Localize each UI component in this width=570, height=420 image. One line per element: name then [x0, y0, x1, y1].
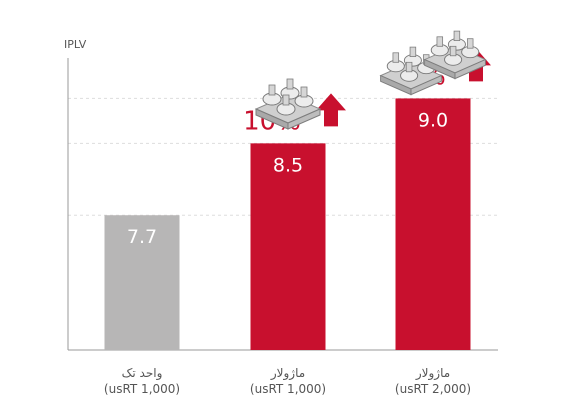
category-label: ماژولار — [270, 366, 305, 381]
category-label: ماژولار — [415, 366, 450, 381]
chiller-unit-1-module-image — [254, 78, 322, 130]
bars — [104, 98, 471, 350]
bar-value-label: 9.0 — [418, 109, 448, 131]
category-capacity-label: (usRT 2,000) — [395, 382, 471, 396]
category-label: واحد تک — [122, 366, 163, 381]
bar — [395, 98, 471, 350]
bar-value-label: 7.7 — [127, 226, 157, 248]
bar — [250, 143, 326, 350]
chiller-unit-2-modules-image — [379, 30, 487, 96]
category-capacity-label: (usRT 1,000) — [104, 382, 180, 396]
up-arrow-icon — [316, 93, 346, 127]
category-capacity-label: (usRT 1,000) — [250, 382, 326, 396]
bar-value-label: 8.5 — [273, 154, 303, 176]
y-axis-label: IPLV — [64, 38, 87, 51]
bar — [104, 215, 180, 350]
